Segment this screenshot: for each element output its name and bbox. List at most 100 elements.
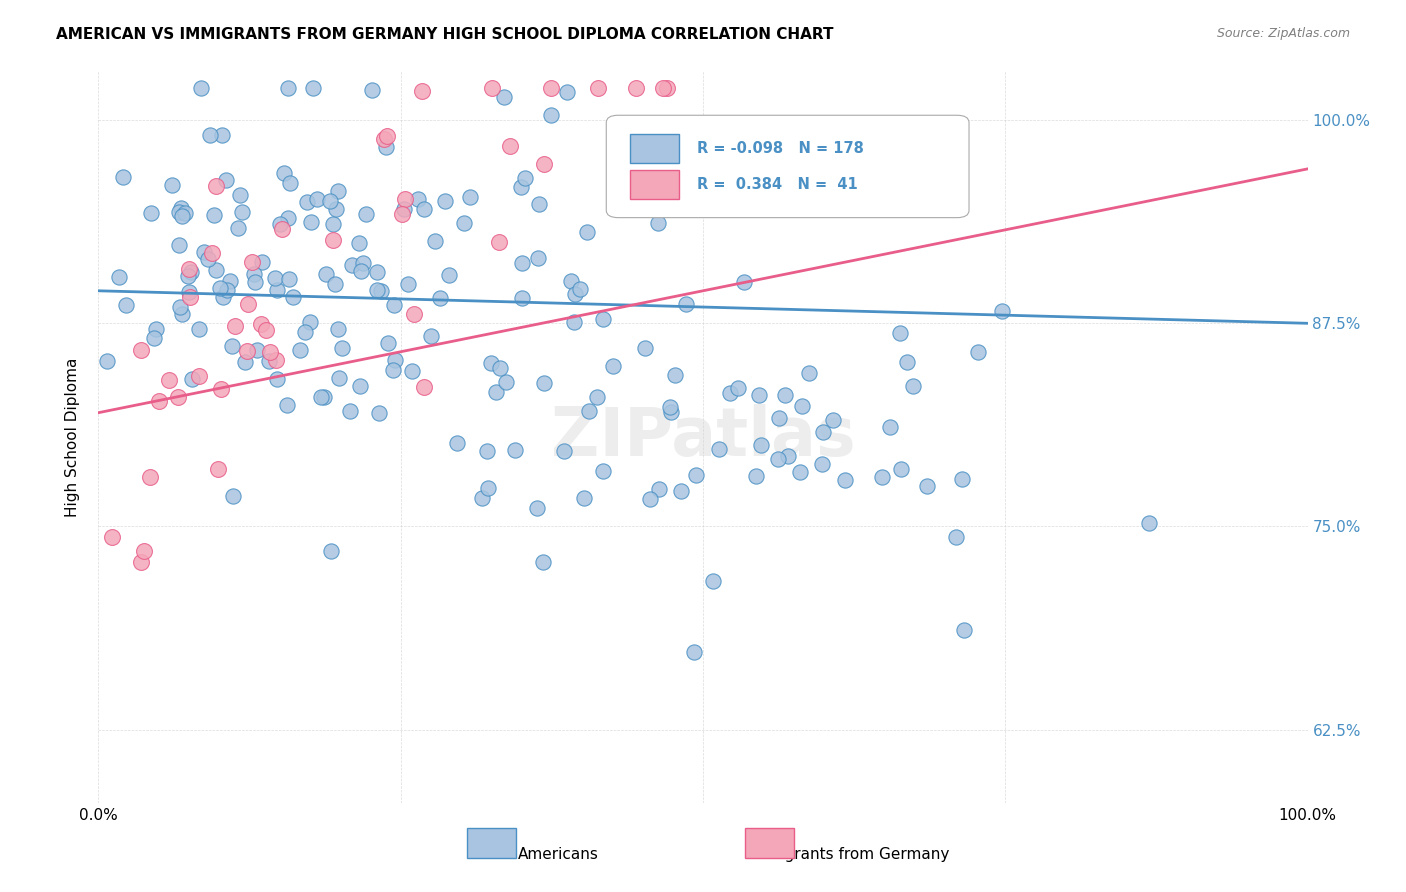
Text: Americans: Americans (517, 847, 599, 862)
Point (382, 298, 405, 312)
Point (915, 479, 938, 493)
Point (569, 282, 592, 296)
Point (526, 500, 548, 515)
Point (270, 222, 292, 236)
Point (810, 457, 832, 471)
Point (773, 388, 796, 402)
Point (952, 472, 974, 486)
Point (439, 268, 461, 283)
Point (634, 341, 657, 355)
Point (375, 129, 398, 144)
Point (170, 307, 193, 321)
Point (129, 343, 152, 357)
Point (312, 390, 335, 404)
Text: ZIPatlas: ZIPatlas (551, 404, 855, 470)
Point (1137, 516, 1160, 530)
Point (350, 264, 373, 278)
Point (361, 83, 384, 97)
Point (243, 275, 266, 289)
FancyBboxPatch shape (630, 170, 679, 199)
Point (332, 341, 354, 355)
Point (295, 195, 318, 210)
Point (453, 216, 475, 230)
FancyBboxPatch shape (745, 829, 794, 858)
Point (301, 80, 323, 95)
Point (160, 178, 183, 193)
Point (299, 214, 322, 228)
Point (224, 319, 246, 334)
Point (339, 403, 361, 417)
Point (412, 202, 434, 216)
Point (167, 390, 190, 404)
Point (540, 108, 562, 122)
Point (254, 322, 277, 336)
Point (485, 384, 508, 399)
Point (585, 390, 607, 404)
Point (429, 291, 451, 305)
Point (811, 425, 834, 439)
Point (952, 623, 974, 637)
Point (503, 442, 526, 457)
Point (396, 277, 419, 292)
Point (744, 469, 766, 483)
Point (209, 281, 232, 295)
Point (575, 226, 598, 240)
Point (114, 298, 136, 312)
Point (413, 380, 436, 394)
Point (326, 322, 349, 336)
Point (101, 530, 124, 544)
Point (592, 312, 614, 326)
Point (219, 274, 242, 288)
Point (510, 255, 533, 269)
Point (560, 274, 582, 288)
Point (198, 128, 221, 143)
Text: Source: ZipAtlas.com: Source: ZipAtlas.com (1216, 27, 1350, 40)
Point (111, 169, 134, 184)
Point (790, 400, 813, 414)
Point (294, 325, 316, 339)
Point (193, 244, 215, 259)
Point (834, 473, 856, 487)
Point (991, 304, 1014, 318)
Point (489, 361, 512, 376)
Point (240, 255, 263, 269)
Point (273, 166, 295, 180)
Point (727, 381, 749, 395)
Point (789, 465, 811, 479)
Point (748, 388, 770, 402)
Point (531, 555, 554, 569)
Point (322, 233, 344, 247)
Point (167, 237, 190, 252)
Point (205, 178, 228, 193)
Point (513, 171, 536, 186)
Point (533, 376, 555, 391)
Point (967, 344, 990, 359)
Point (527, 197, 550, 211)
Point (226, 221, 249, 235)
Point (238, 296, 260, 310)
Point (221, 339, 243, 353)
Point (176, 268, 198, 283)
Point (264, 353, 287, 368)
Point (707, 442, 730, 457)
Point (367, 406, 389, 420)
Point (319, 543, 342, 558)
Point (648, 482, 671, 496)
Point (624, 80, 647, 95)
Point (276, 398, 298, 412)
Point (139, 206, 162, 220)
Point (553, 444, 575, 458)
Point (533, 157, 555, 171)
Point (177, 262, 200, 277)
Point (211, 290, 233, 304)
Point (494, 90, 516, 104)
Point (349, 379, 371, 393)
Point (188, 322, 211, 336)
Point (733, 275, 755, 289)
Point (638, 491, 661, 506)
Point (475, 444, 498, 458)
Point (578, 403, 600, 417)
Point (204, 208, 226, 222)
Point (169, 202, 191, 216)
Point (354, 207, 377, 221)
